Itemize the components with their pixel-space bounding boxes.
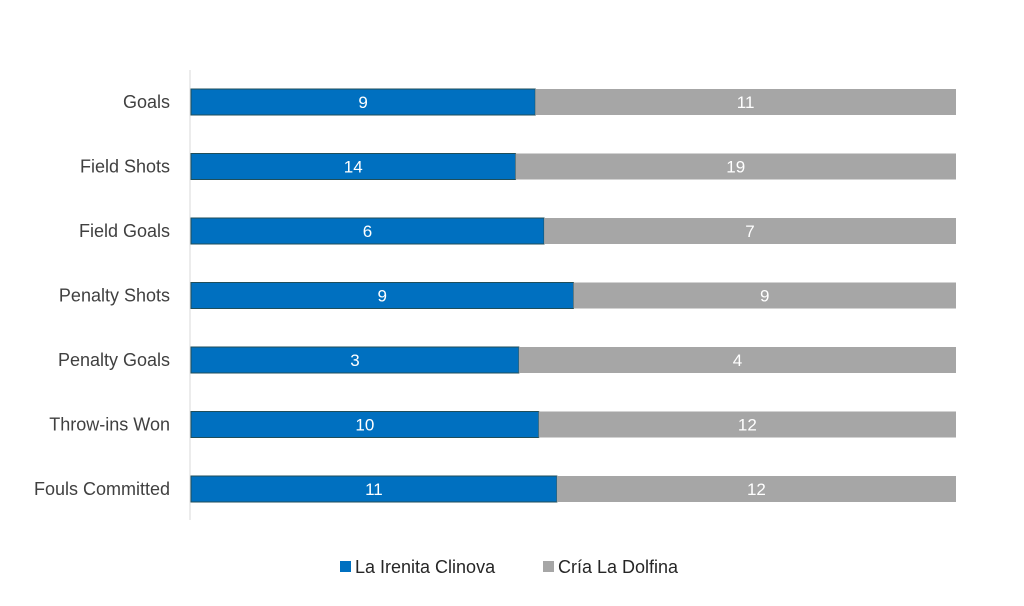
category-label: Field Goals [79,221,170,241]
category-label: Goals [123,92,170,112]
data-label-series-1: 9 [378,287,387,306]
data-label-series-2: 11 [737,93,755,112]
bar-series-1 [190,217,545,245]
category-label: Penalty Shots [59,286,170,306]
data-label-series-2: 12 [738,416,757,435]
data-label-series-2: 19 [726,158,745,177]
data-label-series-1: 14 [344,158,363,177]
category-label: Throw-ins Won [49,415,170,435]
data-label-series-1: 11 [365,480,383,499]
legend: La Irenita Clinova Cría La Dolfina [340,557,679,577]
data-label-series-2: 7 [745,222,754,241]
bar-series-2 [535,89,956,115]
bars-group [190,88,956,503]
data-label-series-1: 9 [358,93,367,112]
bar-series-2 [544,218,956,244]
data-label-series-2: 4 [733,351,742,370]
bar-series-1 [190,346,520,374]
legend-label-series-2: Cría La Dolfina [558,557,679,577]
bar-series-2 [518,347,956,373]
bar-series-2 [573,282,956,309]
bar-series-1 [190,282,574,309]
data-label-series-1: 10 [355,416,374,435]
bar-series-1 [190,411,540,438]
data-label-series-2: 9 [760,287,769,306]
bar-series-1 [190,153,517,180]
data-label-series-1: 6 [363,222,372,241]
category-label: Field Shots [80,157,170,177]
legend-label-series-1: La Irenita Clinova [355,557,496,577]
bar-series-1 [190,475,558,503]
bar-series-2 [556,476,956,502]
bar-series-2 [538,411,956,438]
legend-swatch-series-2 [543,561,554,572]
data-label-series-1: 3 [350,351,359,370]
category-label: Penalty Goals [58,350,170,370]
labels-group: Goals 9 11 Field Shots 14 19 Field Goals 6 7 Pena… [34,92,770,499]
legend-swatch-series-1 [340,561,351,572]
category-label: Fouls Committed [34,479,170,499]
data-label-series-2: 12 [747,480,766,499]
bar-series-2 [515,153,956,180]
